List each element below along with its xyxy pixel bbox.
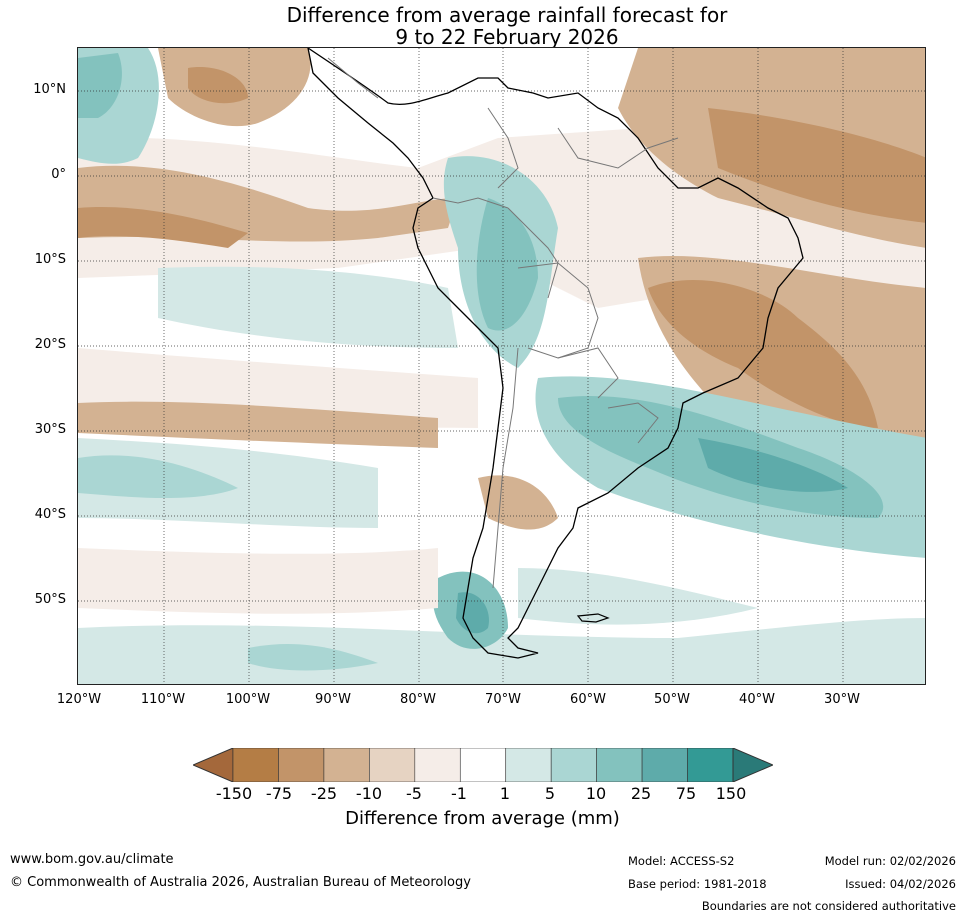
legend-tick-label: -25 [310,784,338,803]
rainfall-map [77,47,926,685]
anomaly-region-equatorial-brown [78,207,248,248]
legend-color-cell [232,748,279,782]
legend-color-cell [414,748,461,782]
legend-color-cell [278,748,325,782]
copyright-text: © Commonwealth of Australia 2026, Austra… [10,875,471,890]
country-borders [327,57,679,589]
lat-label-0: 0° [51,167,66,182]
legend-color-cell [505,748,552,782]
graticule [78,48,925,684]
legend-color-cell [459,748,507,782]
lon-label-110w: 110°W [140,692,186,707]
border-paraguay [557,347,619,399]
anomaly-region-pacific-tan [78,401,438,448]
anomaly-shading [78,48,925,684]
lon-label-40w: 40°W [739,692,775,707]
issued-date: Issued: 04/02/2026 [845,877,956,891]
lat-label-20s: 20°S [34,337,66,352]
legend-tick-label: 25 [630,784,652,803]
legend-tick-label: -150 [215,784,253,803]
lat-label-40s: 40°S [34,507,66,522]
base-period: Base period: 1981-2018 [628,877,767,891]
legend-tick-label: -75 [265,784,293,803]
website-link[interactable]: www.bom.gov.au/climate [10,852,174,867]
lon-label-30w: 30°W [824,692,860,707]
legend-color-cell [550,748,597,782]
lat-label-10n: 10°N [33,82,66,97]
border-central-america [327,57,379,99]
legend-color-cell [323,748,370,782]
legend-title: Difference from average (mm) [345,808,620,829]
legend-arrow-low [193,748,234,782]
border-brazil-peru [507,207,559,299]
map-title-line1: Difference from average rainfall forecas… [286,3,728,27]
legend-color-cell [596,748,643,782]
anomaly-region-southeast-dark-teal [698,438,848,492]
anomaly-region-pacific-light-teal [158,266,458,348]
legend-tick-label: 5 [544,784,556,803]
legend-tick-label: -5 [406,784,422,803]
legend-tick-label: 75 [675,784,697,803]
anomaly-region-south-pacific-beige [78,548,438,614]
anomaly-region-north-brown [188,67,248,104]
legend-arrow-high [732,748,773,782]
legend-color-cell [687,748,734,782]
border-ecuador-peru [432,197,509,209]
lon-label-120w: 120°W [56,692,102,707]
lat-label-10s: 10°S [34,252,66,267]
anomaly-region-south-pacific-mid-teal [78,455,238,498]
lat-label-50s: 50°S [34,592,66,607]
map-title: Difference from average rainfall forecas… [0,4,965,48]
legend-tick-label: 150 [715,784,747,803]
legend-tick-label: 1 [499,784,511,803]
legend-colorbar [193,748,773,782]
anomaly-region-brazil-brown [648,279,878,428]
anomaly-region-far-south-mid-teal [248,643,378,671]
boundaries-disclaimer: Boundaries are not considered authoritat… [701,899,956,913]
border-guianas [557,127,679,169]
legend-tick-label: -1 [451,784,467,803]
anomaly-region-south-atlantic-teal [518,568,758,625]
legend-tick-label: 10 [585,784,607,803]
lon-label-90w: 90°W [315,692,351,707]
falkland-islands [576,613,610,623]
model-run-date: Model run: 02/02/2026 [824,854,956,868]
lon-label-70w: 70°W [485,692,521,707]
anomaly-region-northeast-brown [708,108,925,223]
anomaly-region-northwest-dark-teal [78,53,122,118]
anomaly-region-andes-mid-teal [476,198,538,331]
legend-color-cell [641,748,688,782]
lat-label-30s: 30°S [34,422,66,437]
border-chile-argentina [492,347,519,589]
border-uruguay [607,402,659,444]
south-america-coastline [307,48,804,659]
legend-tick-label: -10 [355,784,383,803]
legend-color-cell [369,748,416,782]
map-canvas [78,48,925,684]
lon-label-50w: 50°W [654,692,690,707]
lon-label-100w: 100°W [225,692,271,707]
lon-label-80w: 80°W [400,692,436,707]
anomaly-region-patagonia-dark-teal [456,592,489,634]
map-title-line2: 9 to 22 February 2026 [395,25,619,49]
border-colombia-venezuela [487,107,519,189]
lon-label-60w: 60°W [570,692,606,707]
model-name: Model: ACCESS-S2 [628,854,735,868]
